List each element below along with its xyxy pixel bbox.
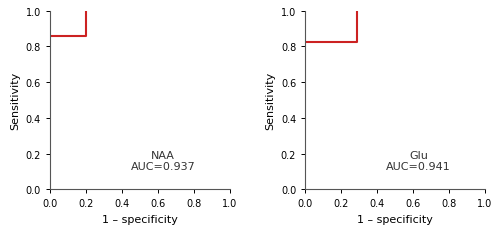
Y-axis label: Sensitivity: Sensitivity: [10, 71, 20, 130]
X-axis label: 1 – specificity: 1 – specificity: [357, 214, 433, 224]
X-axis label: 1 – specificity: 1 – specificity: [102, 214, 178, 224]
Text: Glu
AUC=0.941: Glu AUC=0.941: [386, 150, 451, 172]
Y-axis label: Sensitivity: Sensitivity: [266, 71, 276, 130]
Text: NAA
AUC=0.937: NAA AUC=0.937: [131, 150, 196, 172]
